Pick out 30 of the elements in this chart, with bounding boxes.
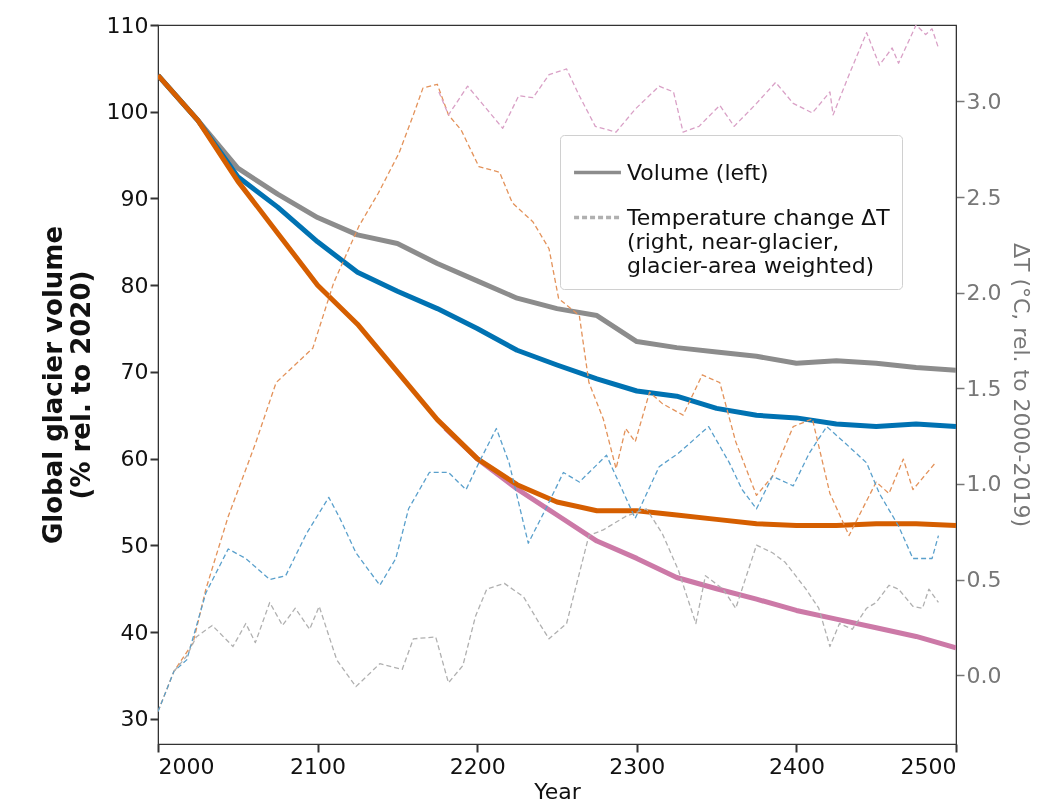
x-tick-label: 2100 <box>290 753 347 779</box>
y2-tick-label: 0.5 <box>966 567 1002 593</box>
line-series <box>173 508 940 688</box>
x-tick-label: 2500 <box>900 753 957 779</box>
y-tick-label: 60 <box>120 446 149 472</box>
y-tick-label: 90 <box>120 185 149 211</box>
line-series <box>158 425 940 713</box>
y2-axis-title: ΔT (°C, rel. to 2000-2019) <box>1009 242 1035 528</box>
y-tick-label: 70 <box>120 359 149 385</box>
y-tick-label: 110 <box>106 12 149 38</box>
y2-tick-label: 3.0 <box>966 88 1002 114</box>
x-tick-label: 2300 <box>609 753 666 779</box>
y2-tick-label: 1.0 <box>966 471 1002 497</box>
legend-label: Temperature change ΔT (right, near-glacier, glacier-area weighted) <box>626 204 891 278</box>
y-tick-label: 30 <box>120 706 149 732</box>
y-tick-label: 100 <box>106 99 149 125</box>
x-tick-label: 2000 <box>158 753 215 779</box>
y2-tick-label: 0.0 <box>966 662 1002 688</box>
y-tick-label: 80 <box>120 272 149 298</box>
y2-tick-label: 2.0 <box>966 280 1002 306</box>
legend-label: Volume (left) <box>627 159 769 185</box>
y-axis-title: Global glacier volume (% rel. to 2020) <box>37 225 96 545</box>
line-series <box>438 25 940 133</box>
y-tick-label: 50 <box>120 532 149 558</box>
x-tick-label: 2200 <box>449 753 506 779</box>
x-axis-title: Year <box>533 778 582 804</box>
x-tick-label: 2400 <box>768 753 825 779</box>
y2-tick-label: 2.5 <box>966 184 1002 210</box>
y2-tick-label: 1.5 <box>966 375 1002 401</box>
y-tick-label: 40 <box>120 619 149 645</box>
